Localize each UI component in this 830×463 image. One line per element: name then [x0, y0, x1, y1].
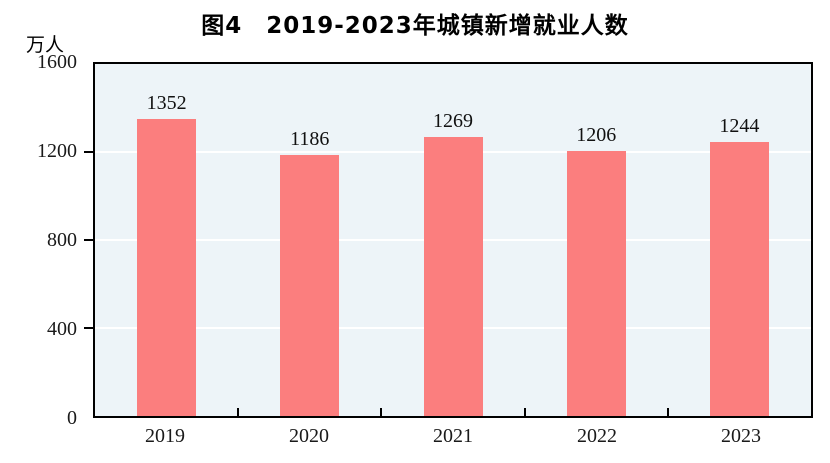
bar	[280, 155, 340, 416]
x-axis-tick-mark	[666, 408, 669, 416]
y-axis-tick-label: 1200	[37, 140, 77, 162]
y-axis-tick-label: 800	[47, 229, 77, 251]
y-axis-tick-mark	[84, 151, 95, 153]
bar-value-label: 1352	[146, 91, 187, 114]
bar-value-label: 1186	[290, 128, 330, 151]
x-axis-tick-label: 2020	[289, 425, 329, 447]
bar-value-label: 1244	[719, 115, 760, 138]
plot-area: 1352 1186 1269 1206 1244	[84, 62, 813, 418]
bar-slot: 1244	[668, 64, 811, 416]
bar	[423, 136, 483, 416]
bar	[709, 142, 769, 416]
bar-slot: 1206	[525, 64, 668, 416]
bar-slot: 1186	[238, 64, 381, 416]
bar	[137, 118, 197, 416]
x-axis-tick-labels: 2019 2020 2021 2022 2023	[93, 425, 813, 448]
y-axis-tick-label: 400	[47, 318, 77, 340]
x-axis-tick-label: 2019	[145, 425, 185, 447]
bar-value-label: 1206	[576, 123, 617, 146]
x-axis-tick-label: 2021	[433, 425, 473, 447]
x-axis-tick-label: 2022	[577, 425, 617, 447]
y-axis-tick-mark	[84, 239, 95, 241]
bar-slot: 1269	[381, 64, 524, 416]
tick-mark-layer	[84, 64, 811, 416]
bars-layer: 1352 1186 1269 1206 1244	[95, 64, 811, 416]
y-axis-tick-labels: 0 400 800 1200 1600	[0, 52, 77, 428]
y-axis-unit-label: 万人	[26, 35, 65, 56]
x-axis-tick-mark	[523, 408, 526, 416]
bar-slot: 1352	[95, 64, 238, 416]
bar-value-label: 1269	[433, 109, 473, 132]
x-axis-tick-mark	[380, 408, 383, 416]
x-axis-tick-label: 2023	[721, 425, 761, 447]
chart-title: 图4 2019-2023年城镇新增就业人数	[201, 13, 629, 39]
x-axis-tick-mark	[237, 408, 240, 416]
y-axis-tick-label: 0	[67, 407, 77, 429]
bar	[566, 150, 626, 416]
y-axis-tick-label: 1600	[37, 51, 77, 73]
y-axis-tick-mark	[84, 327, 95, 329]
